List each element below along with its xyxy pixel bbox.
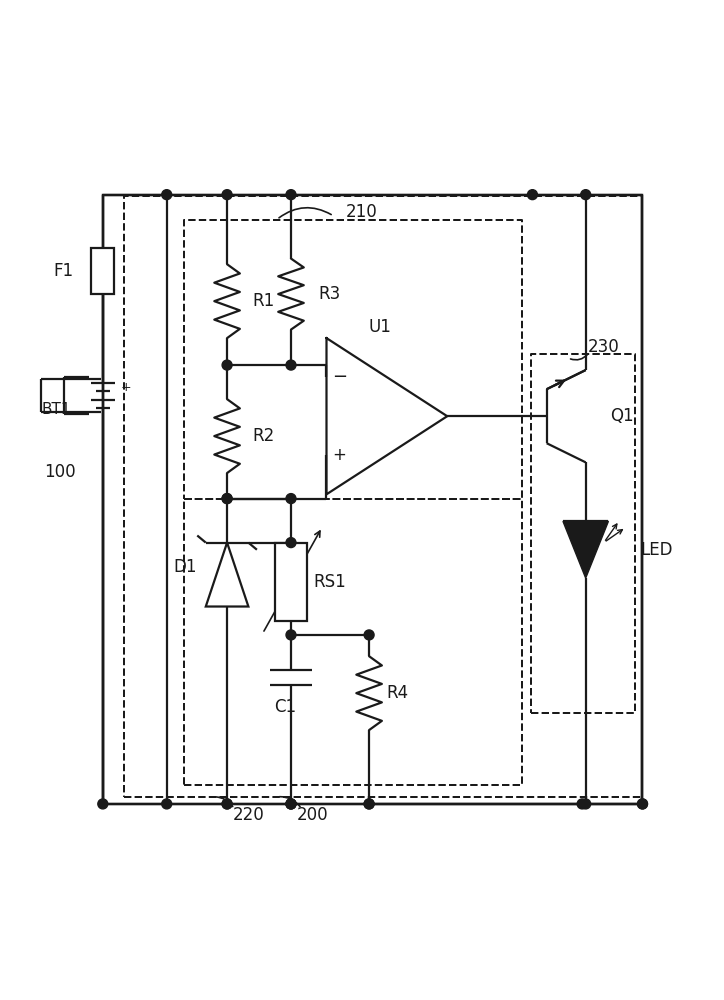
Polygon shape [563, 521, 608, 578]
Text: D1: D1 [174, 558, 197, 576]
Polygon shape [206, 543, 248, 607]
Circle shape [286, 360, 296, 370]
Text: 200: 200 [297, 806, 328, 824]
Bar [91, 248, 114, 294]
Circle shape [364, 799, 374, 809]
Text: R1: R1 [252, 292, 274, 310]
Text: R4: R4 [387, 684, 409, 702]
Circle shape [581, 799, 591, 809]
Circle shape [222, 494, 232, 504]
Text: RS1: RS1 [313, 573, 347, 591]
Circle shape [222, 190, 232, 200]
Circle shape [222, 799, 232, 809]
FancyArrowPatch shape [571, 354, 587, 360]
Text: −: − [332, 368, 347, 386]
Circle shape [577, 799, 587, 809]
Text: 230: 230 [588, 338, 619, 356]
Circle shape [222, 799, 232, 809]
Text: +: + [120, 381, 131, 394]
Text: +: + [332, 446, 346, 464]
Text: R2: R2 [252, 427, 274, 445]
Circle shape [222, 494, 232, 504]
Circle shape [638, 799, 647, 809]
Circle shape [286, 494, 296, 504]
Text: 220: 220 [232, 806, 264, 824]
Circle shape [364, 630, 374, 640]
Circle shape [161, 190, 172, 200]
Text: R3: R3 [318, 285, 340, 303]
Circle shape [286, 799, 296, 809]
Text: F1: F1 [54, 262, 74, 280]
Circle shape [528, 190, 537, 200]
Circle shape [222, 360, 232, 370]
Bar [103, 195, 642, 804]
FancyArrowPatch shape [279, 797, 300, 807]
Circle shape [286, 190, 296, 200]
FancyArrowPatch shape [279, 208, 331, 218]
Circle shape [286, 538, 296, 548]
Text: Q1: Q1 [610, 407, 634, 425]
Text: C1: C1 [274, 698, 296, 716]
Text: BT1: BT1 [42, 402, 72, 417]
Circle shape [638, 799, 647, 809]
Circle shape [286, 799, 296, 809]
Circle shape [364, 799, 374, 809]
Text: LED: LED [640, 541, 673, 559]
Circle shape [286, 630, 296, 640]
Circle shape [161, 799, 172, 809]
FancyArrowPatch shape [216, 797, 232, 807]
Circle shape [286, 799, 296, 809]
Text: 210: 210 [346, 203, 378, 221]
Circle shape [581, 190, 591, 200]
Text: U1: U1 [369, 318, 391, 336]
Text: 100: 100 [44, 463, 76, 481]
Circle shape [98, 799, 108, 809]
Bar [275, 543, 306, 621]
